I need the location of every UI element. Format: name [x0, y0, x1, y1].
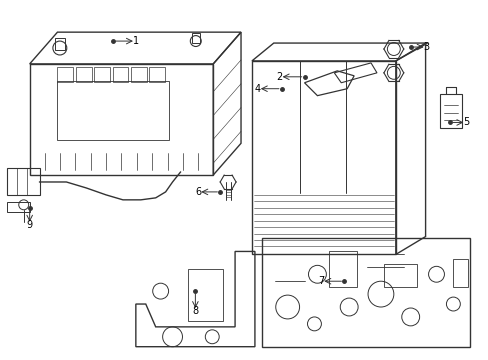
Text: 5: 5 — [462, 117, 468, 127]
Text: 7: 7 — [318, 276, 324, 286]
Text: 8: 8 — [192, 306, 198, 316]
Bar — [55, 38, 65, 50]
Bar — [112, 67, 128, 82]
Bar — [452, 260, 468, 287]
Text: 2: 2 — [276, 72, 282, 82]
Text: 1: 1 — [133, 36, 139, 46]
Bar — [94, 67, 110, 82]
Text: 6: 6 — [195, 187, 201, 197]
Bar — [57, 67, 73, 82]
Bar — [149, 67, 165, 82]
Text: 9: 9 — [26, 220, 33, 230]
Bar — [30, 64, 213, 175]
Bar — [191, 33, 199, 42]
Bar — [251, 61, 395, 255]
Text: 3: 3 — [423, 42, 429, 52]
Text: 4: 4 — [254, 84, 261, 94]
Bar — [131, 67, 146, 82]
Bar — [57, 81, 168, 140]
Bar — [76, 67, 92, 82]
Bar — [188, 269, 223, 321]
